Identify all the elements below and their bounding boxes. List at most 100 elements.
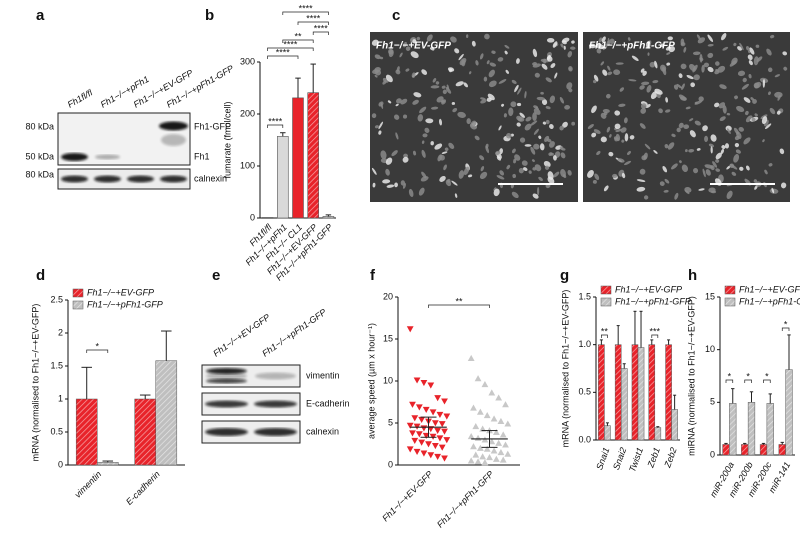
cell [559, 125, 564, 131]
error-bar [743, 442, 747, 445]
cell [702, 168, 706, 178]
blot-band [205, 428, 248, 436]
point [411, 437, 419, 445]
cell [380, 102, 384, 109]
cell [679, 96, 687, 101]
cell [631, 55, 639, 62]
cell [714, 102, 720, 108]
cell [517, 87, 522, 95]
point [490, 415, 498, 422]
cell [543, 160, 551, 168]
cell [593, 129, 601, 134]
point [413, 448, 421, 455]
cell [624, 133, 629, 142]
cell [442, 89, 447, 95]
bar [75, 398, 98, 466]
cell [439, 176, 446, 182]
point [499, 431, 507, 438]
point [483, 412, 491, 419]
cell [524, 90, 527, 99]
cell [745, 110, 749, 116]
cell [372, 182, 376, 188]
cell [629, 135, 635, 140]
point [502, 441, 509, 448]
cell [524, 123, 532, 131]
cell [374, 54, 381, 60]
cell [609, 134, 612, 138]
point [470, 404, 477, 411]
cell [776, 110, 781, 115]
cell [413, 92, 422, 98]
cell [612, 173, 618, 179]
y-tick-label: 0 [250, 212, 255, 222]
point [497, 417, 505, 425]
cell [748, 74, 752, 79]
cell [380, 150, 387, 160]
cell [424, 127, 430, 134]
cell [696, 148, 701, 151]
cell [405, 68, 410, 72]
cell [559, 146, 564, 150]
significance-label: * [765, 371, 769, 381]
cell [378, 121, 384, 130]
cell [374, 125, 379, 129]
cell [726, 112, 731, 116]
cell [425, 118, 434, 124]
point [488, 389, 496, 396]
cell [739, 42, 744, 51]
band-label: vimentin [306, 370, 340, 380]
cell [746, 46, 750, 51]
y-tick-label: 1.5 [50, 360, 63, 370]
cell [549, 141, 555, 148]
significance-bracket [297, 21, 329, 25]
y-tick-label: 100 [240, 160, 255, 170]
point [418, 416, 426, 424]
cell [620, 127, 627, 133]
legend-label: Fh1−/−+EV-GFP [87, 287, 154, 297]
panel-letter: g [560, 267, 569, 284]
cell [751, 117, 756, 122]
cell [734, 95, 738, 100]
cell [726, 190, 733, 199]
cell [737, 70, 746, 77]
cell [440, 100, 446, 103]
cell [441, 151, 448, 155]
cell [703, 62, 710, 68]
error-bar [787, 334, 791, 370]
cell [371, 113, 377, 119]
cell [627, 37, 631, 41]
cell [511, 79, 517, 85]
legend-swatch [724, 285, 736, 295]
bar [155, 360, 178, 466]
cell [560, 43, 564, 48]
error-bar [633, 310, 637, 345]
point [504, 420, 512, 427]
band-label: E-cadherin [306, 398, 350, 408]
blot-band [160, 175, 187, 183]
bar [648, 344, 656, 441]
bar [97, 462, 119, 466]
cell [742, 77, 747, 83]
cell [387, 100, 392, 104]
cell [721, 33, 727, 41]
cell [559, 96, 565, 104]
point [479, 453, 487, 460]
cell [533, 105, 539, 109]
bar [604, 425, 611, 441]
cell [532, 193, 539, 199]
cell [430, 141, 434, 146]
cell [533, 128, 539, 135]
y-tick-label: 5 [388, 417, 393, 427]
blot-band [206, 378, 247, 384]
cell [546, 138, 552, 143]
cell [511, 191, 519, 199]
point [441, 455, 448, 462]
legend-swatch [72, 300, 84, 310]
cell [455, 81, 464, 87]
significance-bracket [725, 379, 734, 383]
blot-band [254, 400, 297, 408]
cell [717, 65, 726, 73]
cell [603, 111, 608, 116]
bar [665, 344, 672, 441]
cell [771, 187, 775, 194]
